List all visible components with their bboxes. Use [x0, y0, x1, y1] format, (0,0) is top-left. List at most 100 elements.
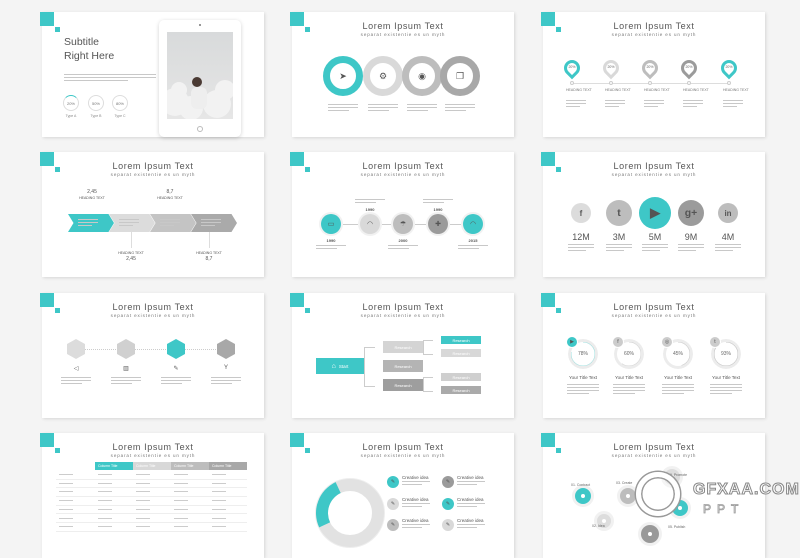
slide-thumbnail[interactable]: Lorem Ipsum Text separat existentie es un…	[40, 152, 264, 277]
slide-thumbnail[interactable]: Lorem Ipsum Text separat existentie es un…	[541, 293, 765, 418]
text-placeholder-line	[662, 384, 694, 385]
heading-text: HEADING TEXT	[157, 196, 183, 200]
text-placeholder-line	[715, 250, 734, 251]
table-cell	[174, 474, 188, 475]
timeline-dot	[609, 81, 613, 85]
slide-thumbnail[interactable]: Lorem Ipsum Text separat existentie es un…	[541, 12, 765, 137]
research-node[interactable]: Research	[383, 341, 423, 353]
table-cell	[98, 500, 112, 502]
start-label: Start	[338, 363, 349, 369]
ring-label: Type A	[65, 114, 77, 118]
heading-value: 2,45	[87, 189, 97, 195]
slide-subtitle: separat existentie es un myth	[360, 172, 446, 177]
text-placeholder-line	[161, 380, 191, 381]
slide-thumbnail[interactable]: Lorem Ipsum Text separat existentie es un…	[290, 152, 514, 277]
milestone-year: 1990	[326, 238, 336, 243]
text-placeholder-line	[61, 383, 82, 384]
facebook-icon: f	[612, 336, 624, 348]
start-node[interactable]: ⌂ Start	[316, 358, 364, 374]
slide-thumbnail[interactable]: Lorem Ipsum Text separat existentie es un…	[40, 293, 264, 418]
text-placeholder-line	[211, 380, 241, 381]
table-row	[56, 470, 247, 480]
ring-percent: 45%	[672, 351, 683, 357]
table-cell	[136, 517, 150, 519]
tablet-photo	[167, 32, 233, 119]
progress-ring: 50%	[88, 95, 104, 111]
timeline-dot	[648, 81, 652, 85]
research-node[interactable]: Research	[441, 336, 481, 344]
text-placeholder-line	[613, 387, 645, 388]
tree-connector	[423, 377, 433, 392]
idea-icon: ✎	[387, 519, 399, 531]
text-placeholder-line	[613, 390, 645, 391]
facebook-icon: f	[571, 203, 591, 223]
text-placeholder-line	[64, 80, 129, 81]
research-node[interactable]: Research	[383, 360, 423, 372]
text-placeholder-line	[119, 219, 139, 220]
process-ring	[440, 56, 480, 96]
slide-subtitle: separat existentie es un myth	[110, 453, 196, 458]
milestone-circle: ◠	[360, 214, 380, 234]
slide-thumbnail[interactable]: Lorem Ipsum Text separat existentie es un…	[541, 152, 765, 277]
table-cell	[174, 482, 188, 484]
milestone-circle: ◠	[463, 214, 483, 234]
milestone-year: 2015	[468, 238, 478, 243]
research-node[interactable]: Research	[441, 349, 481, 357]
research-node[interactable]: Research	[383, 379, 423, 391]
process-node	[597, 514, 611, 528]
text-placeholder-line	[710, 387, 742, 388]
ring-label: Type B	[90, 114, 102, 118]
progress-ring: 20%	[63, 95, 79, 111]
text-placeholder-line	[567, 387, 599, 388]
decor-square-small	[556, 308, 561, 313]
decor-square-large	[541, 152, 555, 166]
text-placeholder-line	[458, 248, 479, 249]
slide-thumbnail[interactable]: Lorem Ipsum Text separat existentie es un…	[290, 293, 514, 418]
research-node[interactable]: Research	[441, 386, 481, 394]
slide-thumbnail[interactable]: Lorem Ipsum Text separat existentie es un…	[40, 433, 264, 558]
text-placeholder-line	[723, 103, 743, 104]
slide-thumbnail[interactable]: Lorem Ipsum Text separat existentie es un…	[290, 12, 514, 137]
slide-subtitle: separat existentie es un myth	[360, 32, 446, 37]
text-placeholder-line	[61, 377, 91, 378]
youtube-icon: ▶	[639, 197, 671, 229]
table-cell	[212, 508, 226, 510]
milestone-year: 2000	[398, 238, 408, 243]
text-placeholder-line	[407, 104, 437, 105]
watermark-subtext: PPT	[703, 502, 745, 517]
balloon	[215, 80, 233, 100]
slide-thumbnail[interactable]: Subtitle Right Here 20% Type A 50% Type B 80% T…	[40, 12, 264, 137]
research-node[interactable]: Research	[441, 373, 481, 381]
ring-label: Type C	[114, 114, 126, 118]
text-placeholder-line	[683, 106, 697, 107]
slide-title: Lorem Ipsum Text	[362, 21, 444, 31]
heading-value: 2,45	[126, 256, 136, 262]
column-header: Column Title	[95, 462, 133, 470]
decor-square-large	[290, 12, 304, 26]
tree-connector	[364, 347, 375, 387]
idea-title: Creative idea	[457, 497, 484, 502]
slide-subtitle: separat existentie es un myth	[611, 32, 697, 37]
decor-square-large	[290, 293, 304, 307]
arrow-connector	[450, 224, 461, 225]
step-icon: Y	[223, 365, 228, 371]
decor-square-large	[541, 293, 555, 307]
slide-title: Lorem Ipsum Text	[362, 161, 444, 171]
table-cell	[136, 526, 150, 528]
item-title: Your Title Text	[568, 375, 598, 380]
column-header: Column Title	[133, 462, 171, 470]
text-placeholder-line	[201, 225, 215, 226]
text-placeholder-line	[368, 104, 398, 105]
step-label: 02. Idea	[592, 524, 605, 528]
item-title: Your Title Text	[614, 375, 644, 380]
table-cell	[59, 474, 73, 475]
decor-square-large	[290, 152, 304, 166]
text-placeholder-line	[613, 393, 636, 394]
slide-thumbnail[interactable]: Lorem Ipsum Text separat existentie es un…	[290, 433, 514, 558]
idea-icon: ✎	[387, 476, 399, 488]
text-placeholder-line	[710, 384, 742, 385]
slide-subtitle: separat existentie es un myth	[360, 453, 446, 458]
table-cell	[59, 491, 73, 493]
decor-square-small	[305, 167, 310, 172]
text-placeholder-line	[568, 247, 594, 248]
